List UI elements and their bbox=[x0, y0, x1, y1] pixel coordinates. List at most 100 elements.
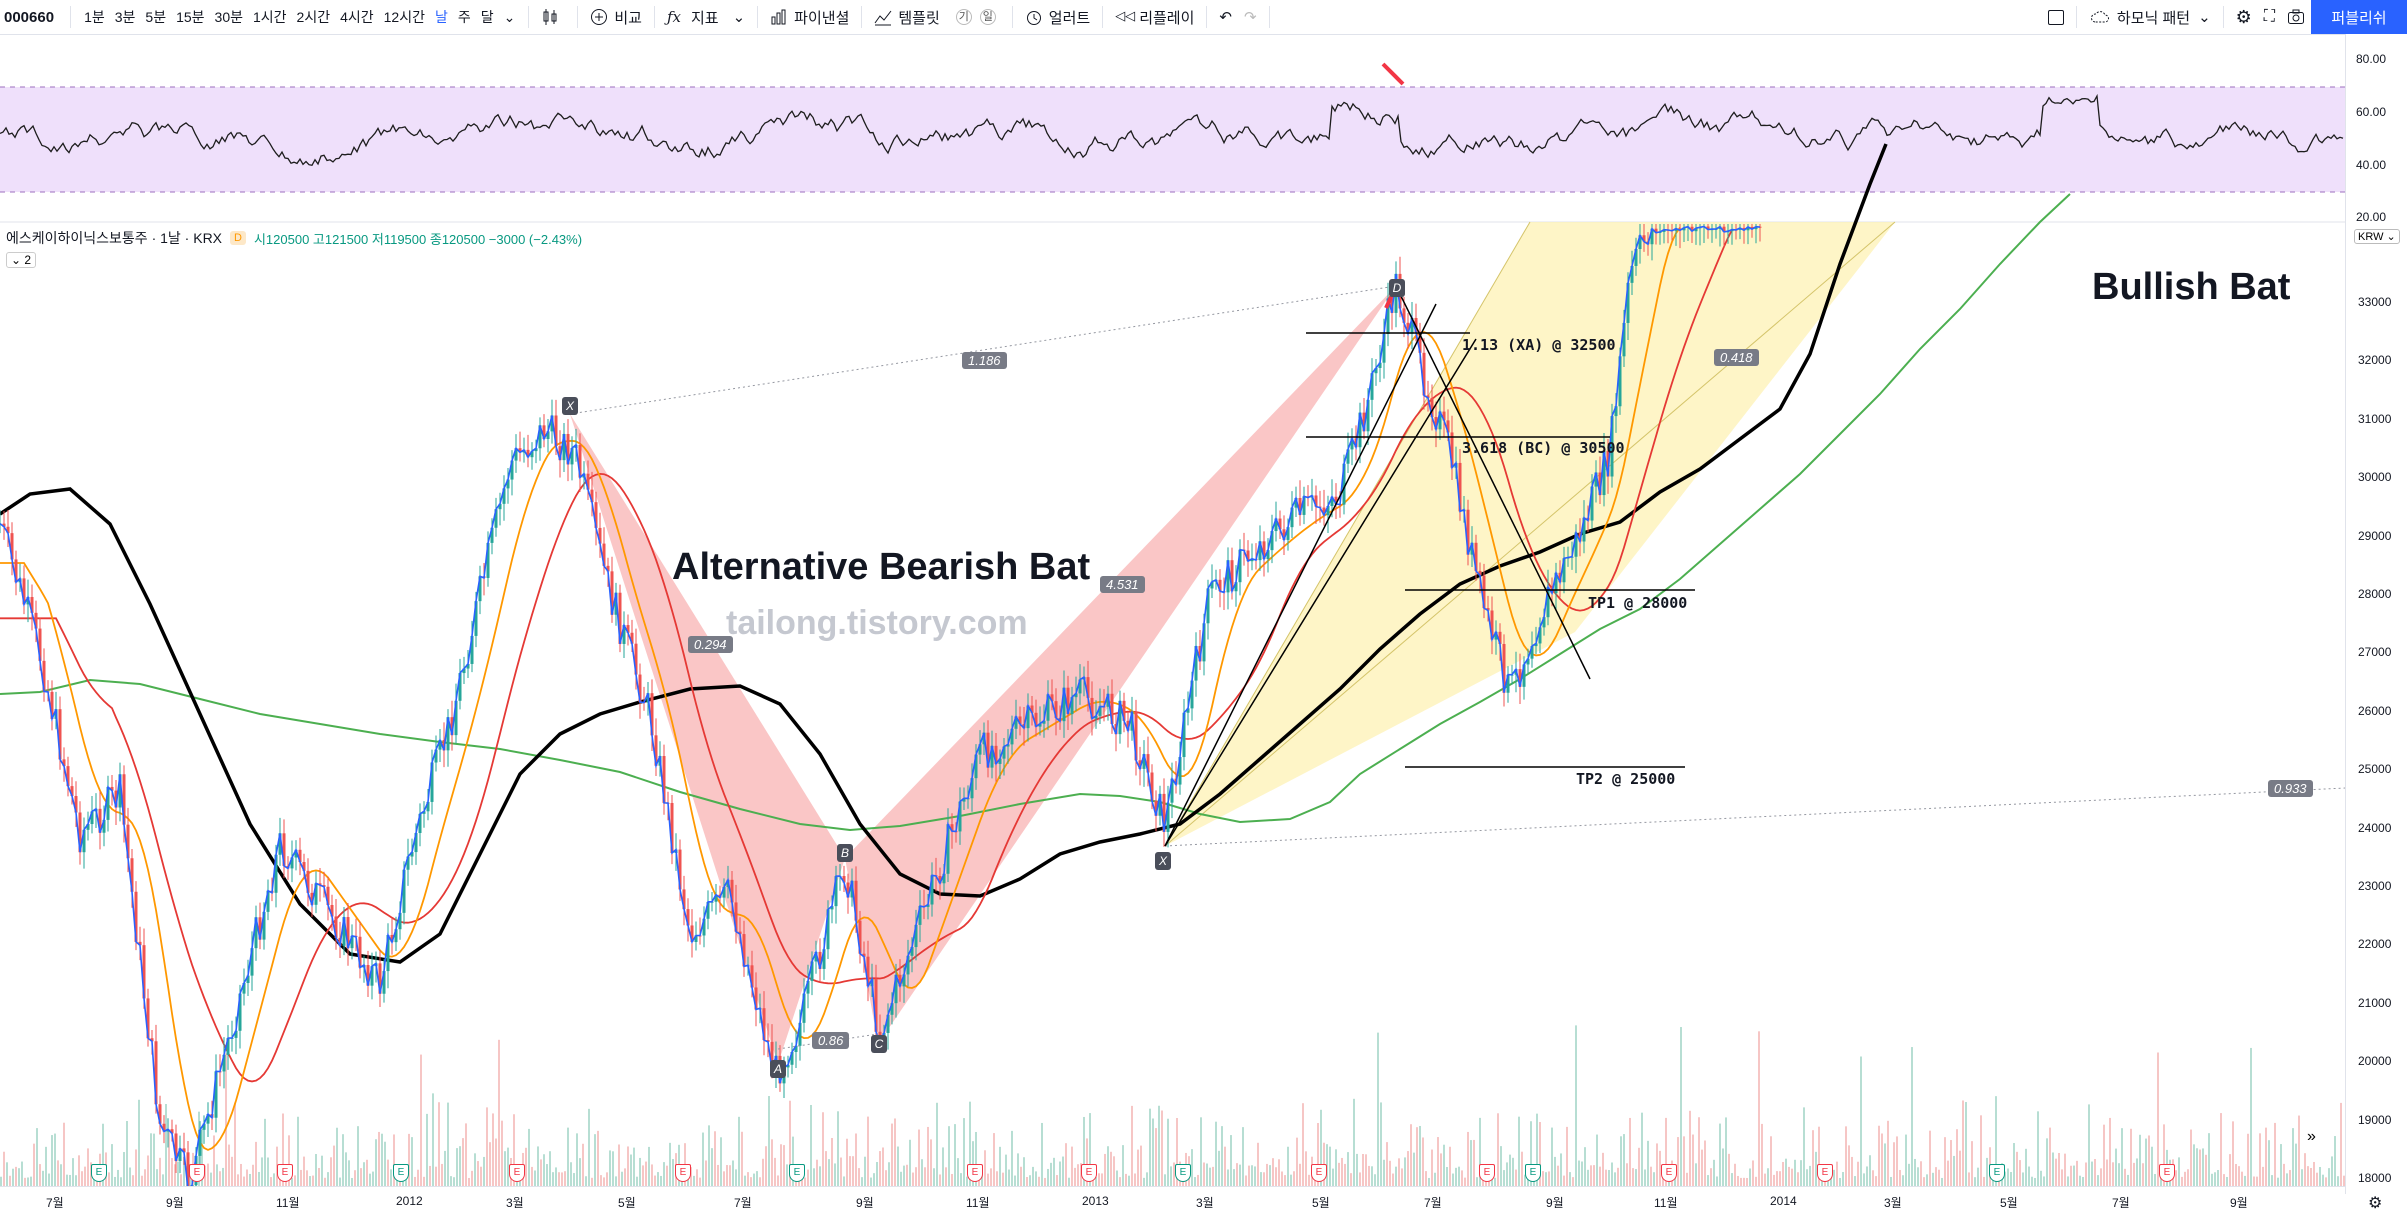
harmonic-pattern-button[interactable]: 하모닉 패턴 ⌄ bbox=[2083, 0, 2217, 34]
volume-bar bbox=[1107, 1146, 1109, 1186]
candle-body bbox=[418, 813, 422, 834]
candle-body bbox=[1194, 646, 1198, 681]
settings-button[interactable]: ⚙ bbox=[2230, 0, 2258, 34]
earnings-icon[interactable]: E bbox=[967, 1164, 983, 1182]
volume-bar bbox=[120, 1177, 122, 1186]
volume-bar bbox=[2226, 1176, 2228, 1186]
compare-button[interactable]: 비교 bbox=[584, 0, 648, 34]
rsi-band bbox=[0, 87, 2345, 192]
earnings-icon[interactable]: E bbox=[1525, 1164, 1541, 1182]
symbol-search[interactable]: 000660 bbox=[4, 8, 55, 26]
replay-button[interactable]: ◁◁ 리플레이 bbox=[1109, 0, 1200, 34]
layout-button[interactable] bbox=[2042, 0, 2070, 34]
financials-button[interactable]: 파이낸셜 bbox=[764, 0, 855, 34]
volume-bar bbox=[2028, 1166, 2030, 1186]
earnings-icon[interactable]: E bbox=[1311, 1164, 1327, 1182]
interval-30m[interactable]: 30분 bbox=[214, 9, 243, 25]
candle-body bbox=[1446, 420, 1450, 433]
interval-3m[interactable]: 3분 bbox=[114, 9, 136, 25]
earnings-icon[interactable]: E bbox=[277, 1164, 293, 1182]
volume-bar bbox=[36, 1128, 38, 1186]
volume-bar bbox=[1785, 1158, 1787, 1186]
earnings-icon[interactable]: E bbox=[393, 1164, 409, 1182]
volume-bar bbox=[2022, 1172, 2024, 1186]
price-axis[interactable]: 80.00 60.00 40.00 20.00 33000 32000 31000 3000… bbox=[2345, 34, 2407, 1194]
volume-bar bbox=[132, 1175, 134, 1186]
undo-button[interactable]: ↶ bbox=[1213, 0, 1238, 34]
volume-bar bbox=[1566, 1126, 1568, 1186]
interval-2h[interactable]: 2시간 bbox=[296, 9, 331, 25]
chart-style-button[interactable] bbox=[535, 0, 571, 34]
bar-chart-icon bbox=[771, 9, 786, 25]
indicator-count-toggle[interactable]: ⌄ 2 bbox=[6, 252, 37, 268]
volume-bar bbox=[600, 1175, 602, 1186]
earnings-icon[interactable]: E bbox=[509, 1164, 525, 1182]
earnings-icon[interactable]: E bbox=[789, 1164, 805, 1182]
interval-5m[interactable]: 5분 bbox=[145, 9, 167, 25]
candle-body bbox=[1126, 720, 1130, 731]
earnings-icon[interactable]: E bbox=[1479, 1164, 1495, 1182]
snapshot-button[interactable] bbox=[2281, 0, 2311, 34]
volume-bar bbox=[2334, 1136, 2336, 1186]
earnings-icon[interactable]: E bbox=[1817, 1164, 1833, 1182]
earnings-icon[interactable]: E bbox=[675, 1164, 691, 1182]
volume-bar bbox=[669, 1142, 671, 1186]
volume-bar bbox=[1575, 1025, 1577, 1186]
earnings-icon[interactable]: E bbox=[189, 1164, 205, 1182]
alert-button[interactable]: 얼러트 bbox=[1019, 0, 1096, 34]
volume-bar bbox=[672, 1159, 674, 1186]
interval-dropdown-chevron-icon[interactable]: ⌄ bbox=[503, 8, 516, 25]
interval-month[interactable]: 달 bbox=[480, 9, 494, 25]
volume-bar bbox=[1401, 1168, 1403, 1186]
fullscreen-button[interactable]: ⛶ bbox=[2258, 0, 2281, 34]
volume-bar bbox=[1941, 1177, 1943, 1186]
earnings-icon[interactable]: E bbox=[1661, 1164, 1677, 1182]
interval-1m[interactable]: 1분 bbox=[84, 9, 105, 25]
candle-body bbox=[1374, 367, 1378, 374]
publish-button[interactable]: 퍼블리쉬 bbox=[2311, 0, 2407, 34]
earnings-icon[interactable]: E bbox=[1081, 1164, 1097, 1182]
earnings-icon[interactable]: E bbox=[2159, 1164, 2175, 1182]
volume-bar bbox=[2097, 1175, 2099, 1186]
templates-button[interactable]: 템플릿 기 일 bbox=[868, 0, 1005, 34]
sma-green-line bbox=[0, 193, 2071, 832]
chart-canvas[interactable] bbox=[0, 34, 2345, 1186]
volume-bar bbox=[441, 1163, 443, 1186]
candle-body bbox=[214, 1071, 218, 1118]
volume-bar bbox=[1644, 1169, 1646, 1186]
interval-12h[interactable]: 12시간 bbox=[383, 9, 425, 25]
symbol-name[interactable]: 에스케이하이닉스보통주 · 1날 · KRX bbox=[6, 230, 223, 246]
earnings-icon[interactable]: E bbox=[1989, 1164, 2005, 1182]
template-badge[interactable]: 기 bbox=[955, 9, 972, 25]
volume-bar bbox=[1506, 1162, 1508, 1186]
interval-day[interactable]: 날 bbox=[434, 9, 448, 25]
indicators-button[interactable]: ƒx 지표 ⌄ bbox=[661, 0, 751, 34]
chart-settings-gear-icon[interactable]: ⚙ bbox=[2368, 1195, 2383, 1212]
chevron-down-icon[interactable]: ⌄ bbox=[2198, 9, 2211, 26]
volume-bar bbox=[1656, 1143, 1658, 1186]
bc-level-label: 3.618 (BC) @ 30500 bbox=[1462, 439, 1625, 457]
volume-bar bbox=[1740, 1177, 1742, 1186]
candle-body bbox=[390, 934, 394, 943]
candle-body bbox=[1334, 496, 1338, 505]
candle-body bbox=[626, 625, 630, 633]
volume-bar bbox=[627, 1146, 629, 1186]
interval-4h[interactable]: 4시간 bbox=[340, 9, 374, 25]
redo-button[interactable]: ↷ bbox=[1238, 0, 1263, 34]
rsi-axis-label: 40.00 bbox=[2356, 158, 2387, 172]
candle-body bbox=[1190, 680, 1194, 709]
volume-bar bbox=[21, 1161, 23, 1186]
candle-body bbox=[1238, 549, 1242, 583]
interval-1h[interactable]: 1시간 bbox=[252, 9, 287, 25]
scroll-to-latest-icon[interactable]: » bbox=[2307, 1128, 2316, 1145]
template-badge[interactable]: 일 bbox=[979, 9, 996, 25]
interval-week[interactable]: 주 bbox=[457, 9, 471, 25]
currency-selector[interactable]: KRW ⌄ bbox=[2354, 229, 2400, 244]
time-axis[interactable]: 7월 9월 11월 2012 3월 5월 7월 9월 11월 2013 3월 5월 7월 9월 11월 201… bbox=[0, 1186, 2382, 1218]
interval-15m[interactable]: 15분 bbox=[176, 9, 205, 25]
earnings-icon[interactable]: E bbox=[91, 1164, 107, 1182]
volume-bar bbox=[456, 1148, 458, 1186]
earnings-icon[interactable]: E bbox=[1175, 1164, 1191, 1182]
candle-body bbox=[1466, 509, 1470, 555]
chevron-down-icon[interactable]: ⌄ bbox=[732, 9, 746, 26]
